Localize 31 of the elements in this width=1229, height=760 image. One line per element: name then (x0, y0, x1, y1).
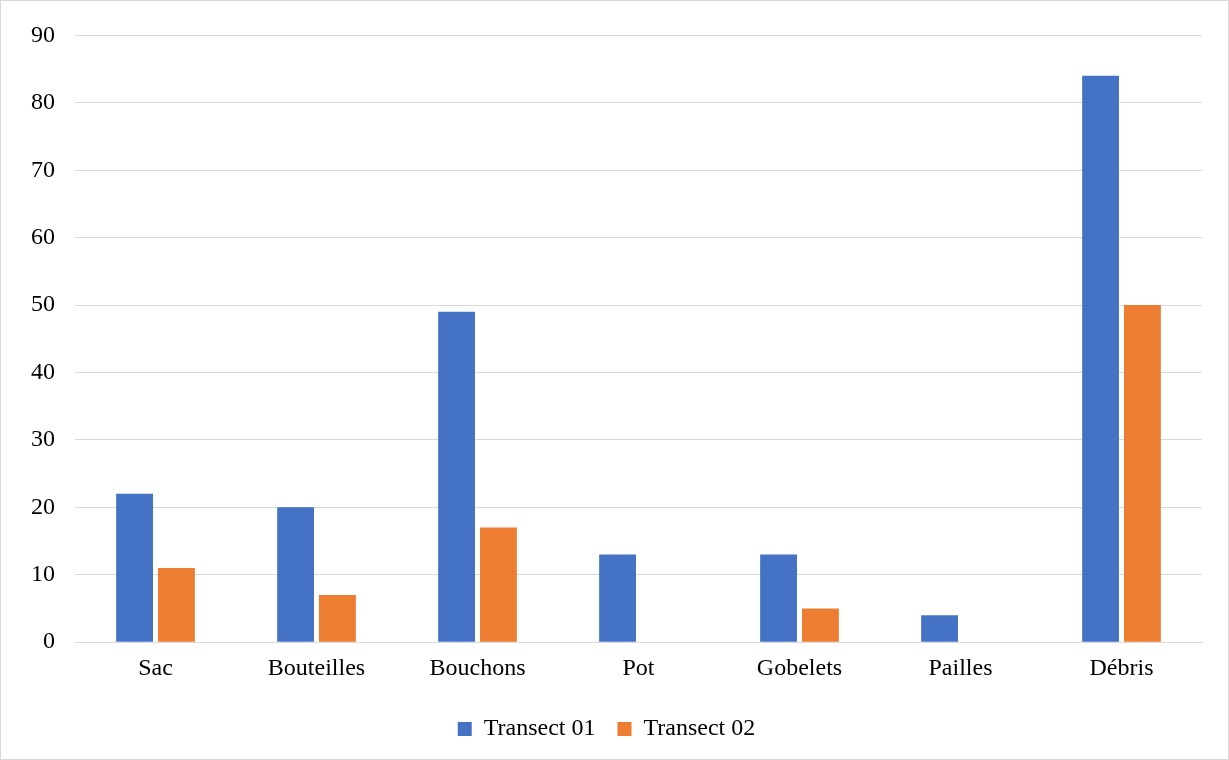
y-tick-label: 0 (43, 627, 55, 654)
legend-label: Transect 01 (483, 714, 596, 741)
x-tick-label: Débris (1089, 653, 1154, 680)
y-tick-label: 30 (31, 425, 55, 452)
y-tick-label: 10 (31, 560, 55, 587)
y-tick-label: 90 (31, 20, 55, 47)
y-tick-label: 60 (31, 222, 55, 249)
x-tick-label: Bouteilles (267, 653, 366, 680)
bar (116, 493, 153, 642)
y-tick-label: 40 (31, 357, 55, 384)
x-tick-label: Gobelets (756, 653, 843, 680)
bar (1124, 305, 1161, 642)
bar (319, 595, 356, 642)
y-tick-label: 20 (31, 492, 55, 519)
bar (760, 554, 797, 642)
bar (921, 615, 958, 642)
x-tick-label: Pailles (928, 653, 993, 680)
bar (480, 527, 517, 642)
bar (599, 554, 636, 642)
y-tick-label: 70 (31, 155, 55, 182)
x-tick-label: Bouchons (429, 653, 526, 680)
y-tick-label: 80 (31, 88, 55, 115)
x-tick-label: Pot (622, 653, 655, 680)
x-tick-label: Sac (138, 653, 173, 680)
y-tick-label: 50 (31, 290, 55, 317)
bar (277, 507, 314, 642)
bar (802, 608, 839, 642)
bar (158, 568, 195, 642)
legend-label: Transect 02 (643, 714, 756, 741)
bar (438, 311, 475, 642)
bar (1082, 75, 1119, 642)
